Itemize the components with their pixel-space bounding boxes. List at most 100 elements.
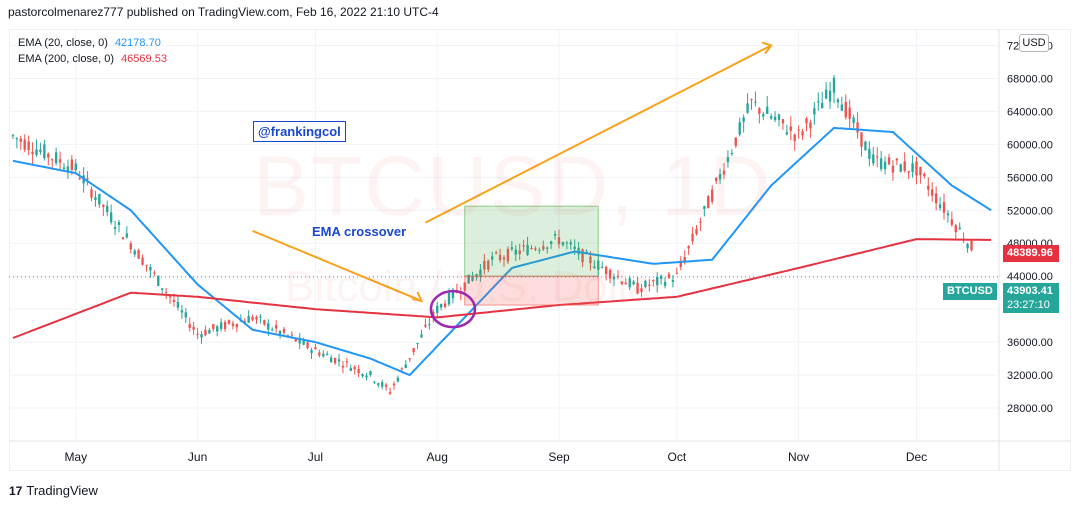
candle-body bbox=[514, 249, 517, 255]
candle-body bbox=[899, 164, 902, 172]
candle-body bbox=[11, 135, 15, 137]
candle-body bbox=[361, 373, 364, 377]
candle-body bbox=[703, 206, 706, 209]
candle-body bbox=[400, 368, 404, 370]
candle-body bbox=[836, 99, 840, 103]
candle-body bbox=[282, 328, 286, 333]
chart-area[interactable]: 28000.0032000.0036000.0040000.0044000.00… bbox=[9, 29, 1071, 471]
candle-body bbox=[19, 138, 22, 142]
candle-body bbox=[903, 161, 906, 172]
candle-body bbox=[216, 326, 219, 332]
candle-body bbox=[966, 243, 969, 249]
candle-body bbox=[887, 157, 891, 165]
candle-body bbox=[938, 204, 942, 209]
candle-body bbox=[530, 248, 533, 250]
candle-body bbox=[475, 274, 478, 277]
candle-body bbox=[656, 277, 659, 286]
candle-body bbox=[388, 391, 392, 394]
candle-body bbox=[785, 132, 789, 135]
candle-body bbox=[39, 149, 42, 152]
candle-body bbox=[365, 375, 368, 378]
y-tick-label: 68000.00 bbox=[1007, 73, 1053, 85]
crossover-arrow bbox=[252, 229, 422, 302]
candle-body bbox=[931, 189, 934, 196]
candle-body bbox=[864, 141, 867, 151]
candle-body bbox=[907, 170, 910, 173]
candle-body bbox=[832, 77, 836, 93]
candle-body bbox=[585, 251, 588, 253]
candle-body bbox=[396, 377, 400, 382]
candle-body bbox=[538, 249, 541, 251]
candle-body bbox=[58, 159, 62, 163]
candle-body bbox=[172, 299, 176, 302]
candle-body bbox=[102, 204, 105, 208]
legend-ema20[interactable]: EMA (20, close, 0) 42178.70 bbox=[18, 35, 167, 51]
candle-body bbox=[153, 272, 156, 274]
symbol-description-watermark: Bitcoin / U.S. Dollar bbox=[285, 262, 667, 311]
footer-branding[interactable]: 17 TradingView bbox=[9, 483, 98, 498]
candle-body bbox=[542, 246, 545, 250]
candle-body bbox=[950, 219, 954, 225]
candle-body bbox=[329, 357, 333, 363]
trend-arrow bbox=[424, 44, 772, 224]
candle-body bbox=[813, 108, 816, 115]
x-tick-label: May bbox=[64, 450, 87, 464]
candle-body bbox=[106, 205, 109, 213]
candle-body bbox=[145, 264, 148, 266]
candle-body bbox=[601, 266, 604, 268]
candle-body bbox=[891, 165, 895, 173]
candle-body bbox=[699, 221, 702, 223]
candle-body bbox=[255, 316, 258, 320]
candle-body bbox=[860, 132, 863, 147]
candle-body bbox=[15, 138, 19, 140]
crossover-circle bbox=[429, 289, 477, 329]
candle-body bbox=[90, 189, 93, 198]
candle-body bbox=[98, 193, 101, 205]
candle-body bbox=[23, 139, 26, 150]
candle-body bbox=[624, 282, 627, 285]
y-tick-label: 44000.00 bbox=[1007, 271, 1053, 283]
candle-body bbox=[298, 337, 301, 344]
x-tick-label: Jun bbox=[188, 450, 207, 464]
candle-body bbox=[577, 247, 580, 255]
candle-body bbox=[192, 326, 195, 330]
author-handle-annotation[interactable]: @frankingcol bbox=[253, 121, 346, 142]
candle-body bbox=[738, 122, 741, 135]
candle-body bbox=[439, 304, 443, 308]
candle-body bbox=[636, 282, 639, 294]
candle-body bbox=[663, 281, 667, 286]
candle-body bbox=[652, 279, 655, 282]
candle-body bbox=[314, 347, 317, 350]
last-price-tag: 43903.41 23:27:10 bbox=[1003, 283, 1059, 313]
candle-body bbox=[227, 320, 231, 324]
candle-body bbox=[667, 274, 671, 278]
candle-body bbox=[251, 316, 254, 320]
candle-body bbox=[35, 149, 38, 155]
candle-body bbox=[51, 159, 54, 161]
candle-body bbox=[184, 312, 187, 318]
trend-arrowhead bbox=[761, 41, 773, 55]
legend-ema200[interactable]: EMA (200, close, 0) 46569.53 bbox=[18, 51, 167, 67]
currency-button[interactable]: USD bbox=[1019, 34, 1049, 52]
candle-body bbox=[479, 269, 482, 277]
candle-body bbox=[526, 244, 529, 256]
candle-body bbox=[66, 166, 70, 173]
candle-body bbox=[353, 366, 356, 370]
ema-crossover-annotation[interactable]: EMA crossover bbox=[312, 224, 407, 239]
candle-body bbox=[640, 288, 643, 293]
candle-body bbox=[817, 101, 820, 103]
candle-body bbox=[86, 178, 89, 180]
y-tick-label: 28000.00 bbox=[1007, 403, 1053, 415]
candle-body bbox=[510, 247, 514, 250]
candle-body bbox=[687, 246, 690, 249]
x-tick-label: Aug bbox=[427, 450, 448, 464]
candle-body bbox=[404, 364, 407, 368]
target-zone-box bbox=[464, 205, 599, 277]
candle-body bbox=[793, 134, 796, 142]
candle-body bbox=[797, 129, 800, 131]
candle-body bbox=[428, 324, 431, 326]
last-price-value: 43903.41 bbox=[1007, 285, 1053, 297]
price-chart[interactable]: 28000.0032000.0036000.0040000.0044000.00… bbox=[9, 29, 1071, 471]
candle-body bbox=[412, 348, 415, 353]
candle-body bbox=[856, 122, 859, 133]
